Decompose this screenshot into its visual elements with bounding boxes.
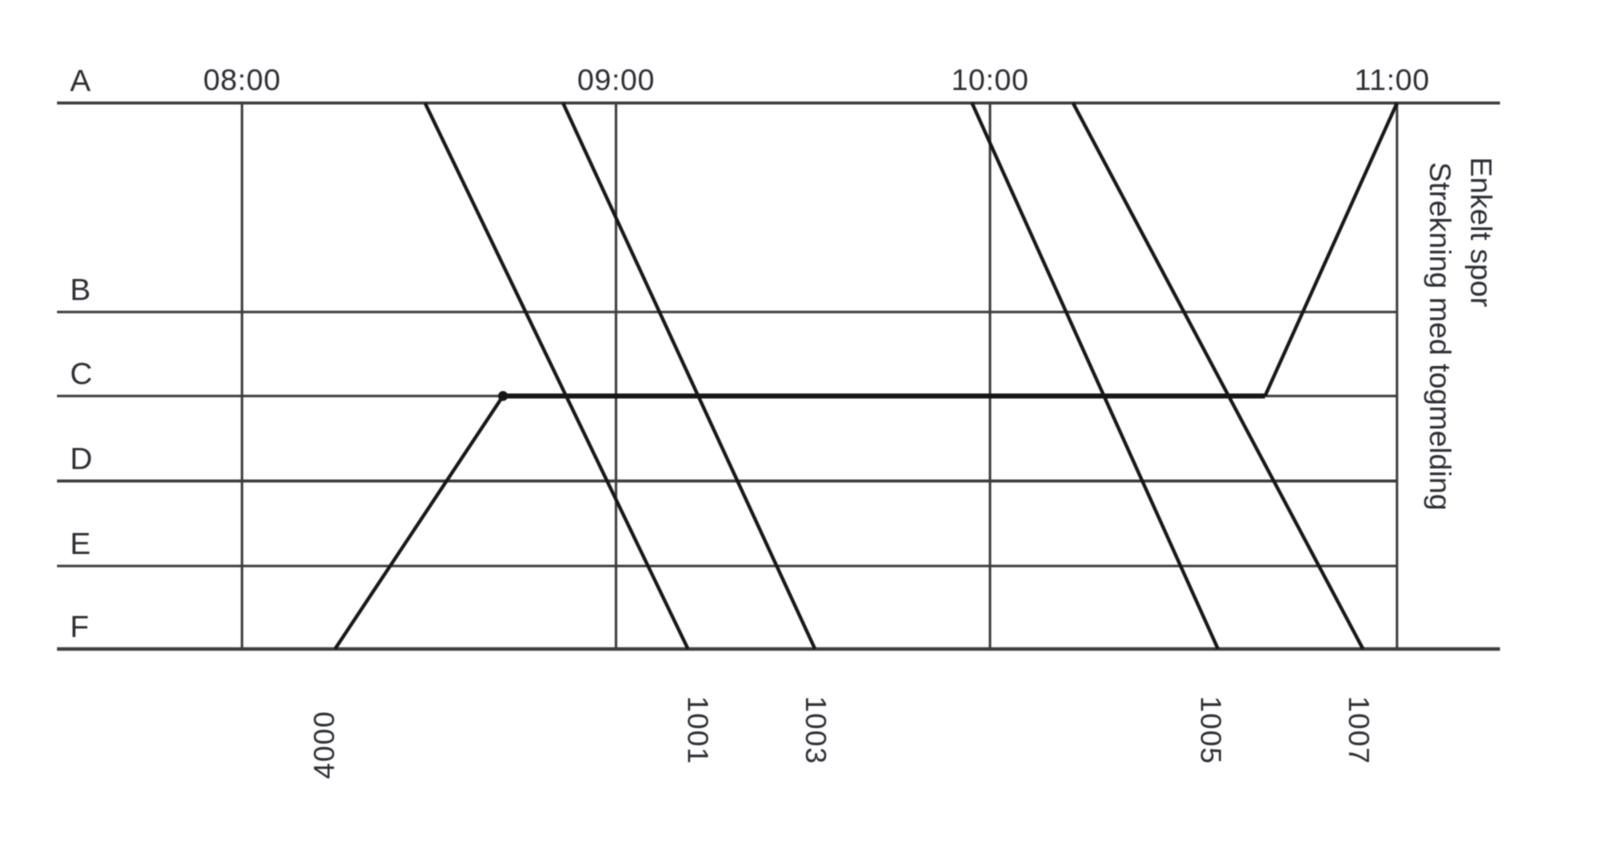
station-label-F: F xyxy=(70,609,89,644)
side-label-enkelt-spor: Enkelt spor xyxy=(1464,157,1497,308)
train-1001-line xyxy=(423,102,690,650)
train-4000-climb-segment xyxy=(333,395,505,650)
train-1007-line xyxy=(1071,102,1365,650)
time-label-0900: 09:00 xyxy=(577,64,655,97)
station-label-C: C xyxy=(70,356,93,391)
time-label-1100: 11:00 xyxy=(1354,64,1430,97)
station-label-A: A xyxy=(70,63,91,98)
train-label-1007: 1007 xyxy=(1342,696,1374,765)
train-1003-line xyxy=(561,102,817,650)
train-4000-stop-dot xyxy=(498,391,508,401)
station-label-E: E xyxy=(70,526,91,561)
train-label-1003: 1003 xyxy=(799,696,831,765)
station-label-B: B xyxy=(70,272,91,307)
train-label-1005: 1005 xyxy=(1194,696,1226,765)
side-label-strekning-med-togmelding: Strekning med togmelding xyxy=(1423,162,1456,511)
time-label-0800: 08:00 xyxy=(203,64,281,97)
time-label-1000: 10:00 xyxy=(951,64,1029,97)
train-label-4000: 4000 xyxy=(309,710,341,779)
train-4000-final-segment xyxy=(1263,102,1399,397)
train-label-1001: 1001 xyxy=(681,696,713,765)
train-1005-line xyxy=(970,102,1220,650)
station-label-D: D xyxy=(70,441,93,476)
